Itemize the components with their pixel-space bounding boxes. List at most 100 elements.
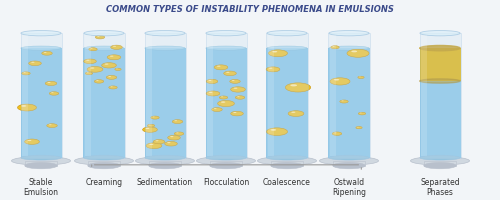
Ellipse shape: [44, 53, 46, 54]
Polygon shape: [84, 34, 124, 158]
Ellipse shape: [48, 83, 50, 84]
Ellipse shape: [334, 133, 336, 134]
Ellipse shape: [96, 36, 104, 40]
Ellipse shape: [206, 47, 246, 51]
Polygon shape: [268, 36, 274, 156]
Ellipse shape: [290, 85, 297, 87]
Polygon shape: [420, 49, 461, 82]
Ellipse shape: [217, 66, 220, 67]
Ellipse shape: [258, 157, 316, 165]
Ellipse shape: [146, 143, 162, 149]
Ellipse shape: [28, 62, 42, 66]
Ellipse shape: [21, 156, 61, 160]
Polygon shape: [271, 161, 303, 166]
Polygon shape: [266, 34, 308, 158]
Polygon shape: [20, 34, 61, 158]
Ellipse shape: [206, 156, 246, 160]
Ellipse shape: [196, 157, 256, 165]
Ellipse shape: [329, 156, 369, 160]
Ellipse shape: [88, 163, 120, 169]
Ellipse shape: [21, 31, 61, 37]
Ellipse shape: [208, 81, 212, 82]
Ellipse shape: [24, 73, 26, 74]
Ellipse shape: [424, 163, 456, 169]
Ellipse shape: [87, 67, 103, 73]
Ellipse shape: [89, 48, 97, 52]
Ellipse shape: [164, 142, 177, 146]
Ellipse shape: [110, 56, 114, 57]
Ellipse shape: [21, 47, 61, 51]
Ellipse shape: [212, 108, 222, 112]
Ellipse shape: [172, 120, 183, 124]
Ellipse shape: [151, 116, 159, 120]
Polygon shape: [88, 161, 120, 166]
Ellipse shape: [74, 157, 134, 165]
Ellipse shape: [113, 47, 116, 48]
Ellipse shape: [340, 100, 348, 104]
Text: Creaming: Creaming: [86, 177, 122, 186]
Ellipse shape: [230, 112, 243, 116]
Ellipse shape: [21, 106, 26, 107]
Ellipse shape: [49, 125, 51, 126]
Ellipse shape: [342, 101, 344, 102]
Ellipse shape: [90, 49, 92, 50]
Ellipse shape: [86, 73, 92, 75]
Ellipse shape: [332, 132, 342, 136]
Ellipse shape: [106, 76, 117, 80]
Ellipse shape: [145, 156, 185, 160]
Ellipse shape: [97, 37, 100, 38]
Ellipse shape: [358, 113, 366, 115]
Ellipse shape: [94, 80, 104, 84]
Ellipse shape: [358, 77, 364, 79]
Polygon shape: [420, 34, 461, 158]
Text: Flocculation: Flocculation: [203, 177, 249, 186]
Ellipse shape: [149, 125, 150, 126]
Polygon shape: [330, 36, 336, 156]
Text: COMMON TYPES OF INSTABILITY PHENOMENA IN EMULSIONS: COMMON TYPES OF INSTABILITY PHENOMENA IN…: [106, 5, 394, 14]
Ellipse shape: [210, 163, 242, 169]
Ellipse shape: [420, 156, 460, 160]
Polygon shape: [20, 49, 61, 158]
Polygon shape: [328, 34, 370, 158]
Ellipse shape: [266, 68, 280, 72]
Ellipse shape: [145, 31, 185, 37]
Ellipse shape: [271, 163, 303, 169]
Ellipse shape: [226, 72, 230, 73]
Ellipse shape: [102, 63, 116, 69]
Polygon shape: [328, 49, 370, 158]
Ellipse shape: [50, 92, 58, 96]
Ellipse shape: [84, 60, 96, 64]
Text: Stable
Emulsion: Stable Emulsion: [24, 177, 58, 196]
Ellipse shape: [24, 139, 40, 145]
Ellipse shape: [230, 87, 246, 93]
Ellipse shape: [116, 69, 118, 70]
Ellipse shape: [42, 52, 52, 56]
Ellipse shape: [267, 31, 307, 37]
Polygon shape: [421, 36, 426, 156]
Ellipse shape: [269, 68, 272, 69]
Ellipse shape: [221, 97, 223, 98]
Ellipse shape: [236, 96, 244, 100]
Polygon shape: [85, 36, 90, 156]
Ellipse shape: [356, 127, 362, 129]
Ellipse shape: [104, 64, 108, 65]
Ellipse shape: [268, 51, 287, 57]
Ellipse shape: [230, 80, 240, 84]
Ellipse shape: [96, 81, 98, 82]
Ellipse shape: [156, 141, 158, 142]
Ellipse shape: [12, 157, 70, 165]
Text: Ostwald
Ripening: Ostwald Ripening: [332, 177, 366, 196]
Polygon shape: [144, 49, 186, 158]
Ellipse shape: [352, 51, 357, 53]
Ellipse shape: [51, 93, 54, 94]
Ellipse shape: [357, 127, 359, 128]
Ellipse shape: [218, 101, 234, 107]
Ellipse shape: [237, 97, 240, 98]
Text: Sedimentation: Sedimentation: [137, 177, 193, 186]
Ellipse shape: [167, 142, 170, 143]
Ellipse shape: [84, 31, 124, 37]
Ellipse shape: [332, 47, 334, 48]
Ellipse shape: [146, 128, 150, 129]
Ellipse shape: [334, 79, 339, 81]
Polygon shape: [424, 161, 456, 166]
